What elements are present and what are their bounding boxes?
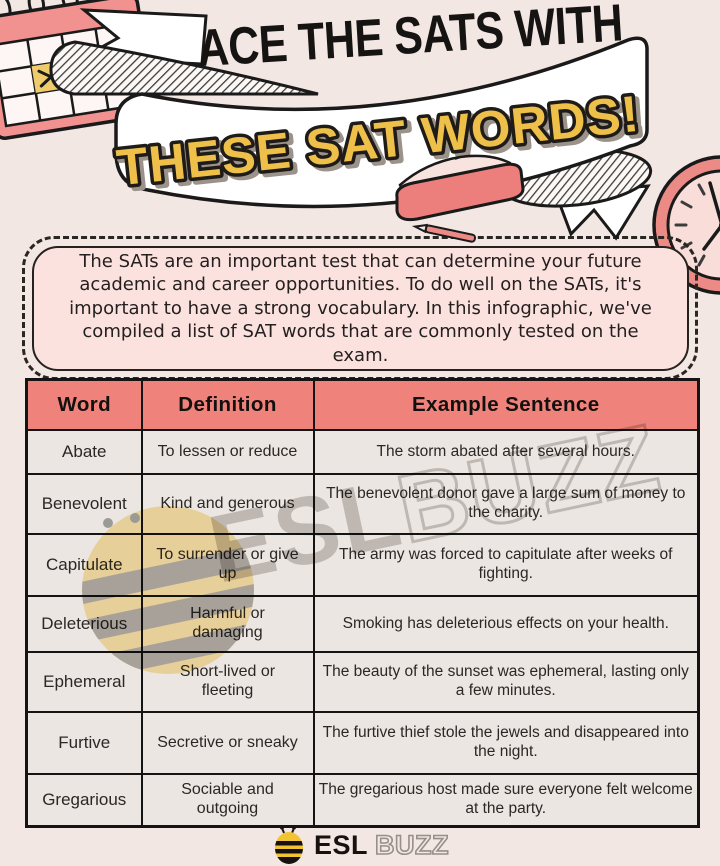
intro-text: The SATs are an important test that can … bbox=[69, 251, 652, 366]
bee-icon bbox=[275, 825, 303, 864]
footer-brand: ESL BUZZ bbox=[0, 824, 720, 866]
header-definition: Definition bbox=[140, 378, 315, 431]
header-example: Example Sentence bbox=[312, 378, 700, 431]
word-cell: Deleterious bbox=[25, 595, 143, 653]
word-cell: Abate bbox=[25, 429, 143, 475]
table-row: Ephemeral Short-lived or fleeting The be… bbox=[25, 651, 700, 713]
sat-words-table: Word Definition Example Sentence Abate T… bbox=[25, 378, 700, 828]
word-cell: Capitulate bbox=[25, 533, 143, 597]
word-cell: Benevolent bbox=[25, 473, 143, 535]
table-header-row: Word Definition Example Sentence bbox=[25, 378, 700, 431]
definition-cell: Harmful or damaging bbox=[140, 595, 315, 653]
header-word: Word bbox=[25, 378, 143, 431]
table-row: Benevolent Kind and generous The benevol… bbox=[25, 473, 700, 535]
intro-box: The SATs are an important test that can … bbox=[32, 246, 689, 371]
table-row: Capitulate To surrender or give up The a… bbox=[25, 533, 700, 597]
word-cell: Ephemeral bbox=[25, 651, 143, 713]
example-cell: The benevolent donor gave a large sum of… bbox=[312, 473, 700, 535]
definition-cell: To surrender or give up bbox=[140, 533, 315, 597]
definition-cell: Sociable and outgoing bbox=[140, 773, 315, 827]
pencil-icon bbox=[411, 223, 477, 243]
example-cell: The storm abated after several hours. bbox=[312, 429, 700, 475]
definition-cell: To lessen or reduce bbox=[140, 429, 315, 475]
table-row: Deleterious Harmful or damaging Smoking … bbox=[25, 595, 700, 653]
ribbon-left-fold bbox=[49, 40, 319, 96]
book-icon bbox=[395, 154, 525, 243]
brand-esl: ESL bbox=[314, 829, 369, 860]
example-cell: The army was forced to capitulate after … bbox=[312, 533, 700, 597]
word-cell: Gregarious bbox=[25, 773, 143, 827]
example-cell: The beauty of the sunset was ephemeral, … bbox=[312, 651, 700, 713]
table-row: Furtive Secretive or sneaky The furtive … bbox=[25, 711, 700, 775]
definition-cell: Short-lived or fleeting bbox=[140, 651, 315, 713]
brand-buzz: BUZZ bbox=[374, 829, 449, 861]
definition-cell: Secretive or sneaky bbox=[140, 711, 315, 775]
definition-cell: Kind and generous bbox=[140, 473, 315, 535]
table-row: Gregarious Sociable and outgoing The gre… bbox=[25, 773, 700, 827]
word-table-body: Abate To lessen or reduce The storm abat… bbox=[25, 429, 700, 827]
example-cell: The furtive thief stole the jewels and d… bbox=[312, 711, 700, 775]
example-cell: The gregarious host made sure everyone f… bbox=[312, 773, 700, 827]
word-cell: Furtive bbox=[25, 711, 143, 775]
example-cell: Smoking has deleterious effects on your … bbox=[312, 595, 700, 653]
table-row: Abate To lessen or reduce The storm abat… bbox=[25, 429, 700, 475]
